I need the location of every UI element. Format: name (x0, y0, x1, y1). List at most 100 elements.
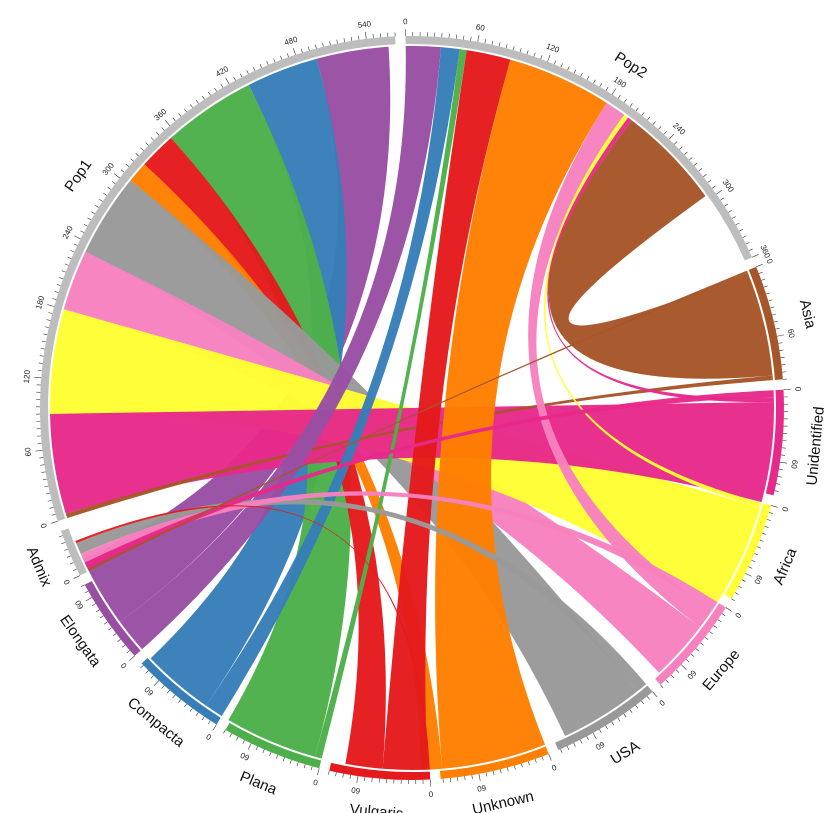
tick-label-unknown: 0 (550, 762, 558, 772)
tick-mark (527, 761, 530, 766)
tick-mark (735, 222, 740, 226)
tick-mark (253, 67, 256, 71)
sector-label-compacta: Compacta (124, 694, 188, 751)
tick-label-europe: 60 (685, 668, 698, 681)
sector-label-asia: Asia (796, 298, 819, 331)
sector-arc-africa (724, 503, 772, 599)
sector-label-plana: Plana (237, 768, 280, 799)
tick-mark (703, 173, 707, 177)
tick-mark (212, 724, 217, 731)
chord-link-pop1-to-plana (171, 84, 352, 757)
tick-mark (498, 42, 501, 47)
tick-mark (579, 739, 583, 744)
tick-mark (358, 35, 360, 40)
tick-mark (189, 708, 193, 712)
tick-mark (780, 356, 785, 359)
tick-mark (741, 579, 746, 582)
tick-mark (104, 621, 108, 625)
tick-mark (41, 340, 46, 343)
tick-mark (670, 674, 675, 679)
tick-mark (207, 720, 211, 725)
tick-mark (259, 63, 262, 68)
tick-mark (573, 69, 577, 74)
tick-mark (754, 553, 759, 556)
tick-mark (165, 120, 171, 126)
tick-mark (731, 598, 735, 602)
tick-mark (652, 691, 658, 698)
tick-mark (107, 186, 112, 190)
tick-mark (103, 192, 107, 196)
tick-mark (61, 270, 66, 273)
tick-mark (56, 284, 61, 287)
sector-arc-unidentified (765, 389, 785, 496)
tick-mark (745, 572, 752, 577)
tick-mark (739, 229, 743, 232)
tick-mark (343, 38, 345, 43)
tick-mark (463, 35, 465, 40)
tick-mark (725, 607, 733, 612)
tick-mark (145, 670, 149, 674)
sector-arc-elongata (84, 580, 141, 656)
tick-mark (748, 566, 753, 569)
tick-mark (689, 157, 693, 161)
tick-mark (777, 476, 782, 478)
tick-mark (223, 729, 226, 734)
tick-mark (641, 700, 645, 705)
tick-mark (255, 746, 258, 751)
tick-mark (156, 132, 160, 136)
tick-mark (778, 342, 783, 344)
tick-mark (126, 650, 131, 654)
tick-mark (183, 703, 187, 708)
tick-mark (58, 535, 63, 538)
tick-mark (586, 736, 589, 741)
tick-mark (776, 483, 781, 485)
tick-mark (560, 748, 563, 753)
tick-label-pop1: 120 (22, 369, 32, 384)
tick-label-unidentified: 60 (789, 459, 799, 470)
tick-mark (492, 770, 495, 775)
tick-mark (668, 133, 675, 140)
tick-mark (660, 684, 664, 689)
tick-mark (756, 263, 763, 268)
tick-mark (81, 584, 85, 587)
tick-mark (117, 639, 121, 642)
tick-mark (282, 757, 285, 762)
tick-mark (150, 675, 154, 679)
sector-arc-admix (60, 528, 88, 576)
tick-mark (296, 762, 299, 767)
tick-mark (478, 773, 481, 781)
tick-mark (780, 454, 786, 456)
tick-mark (762, 532, 767, 535)
chord-link-pop2-to-compacta (206, 47, 460, 716)
tick-mark (73, 243, 78, 246)
tick-mark (130, 158, 134, 162)
tick-mark (748, 248, 753, 251)
tick-mark (635, 107, 639, 112)
tick-mark (766, 292, 771, 295)
tick-mark (629, 709, 633, 714)
tick-mark (63, 548, 68, 551)
tick-mark (711, 185, 716, 189)
tick-mark (728, 209, 732, 213)
tick-mark (717, 619, 722, 623)
tick-mark (779, 461, 788, 464)
tick-mark (51, 513, 56, 516)
tick-mark (153, 680, 160, 686)
tick-mark (499, 769, 502, 774)
tick-mark (161, 127, 165, 131)
chord-link-pop2-to-vulgaris (382, 50, 511, 770)
tick-mark (684, 151, 688, 155)
tick-mark (70, 250, 75, 253)
tick-mark (239, 73, 243, 78)
tick-mark (763, 285, 768, 288)
tick-mark (731, 216, 736, 219)
tick-mark (336, 39, 338, 44)
tick-mark (484, 39, 486, 44)
tick-mark (201, 95, 205, 100)
tick-mark (679, 146, 683, 150)
chord-link-pop2-to-asia (548, 120, 773, 379)
tick-mark (99, 615, 104, 619)
tick-mark (477, 34, 480, 42)
tick-label-asia: 60 (786, 328, 797, 339)
